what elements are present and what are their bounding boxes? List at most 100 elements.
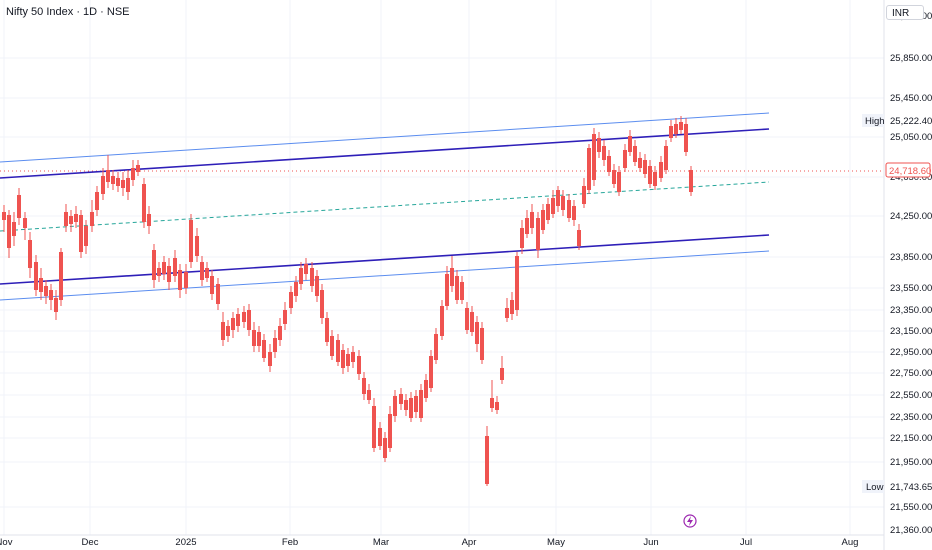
candle-body bbox=[152, 250, 156, 280]
x-tick-label: Jul bbox=[740, 537, 752, 548]
x-tick-label: 2025 bbox=[175, 537, 196, 548]
candle-body bbox=[69, 216, 73, 224]
candle-body bbox=[273, 338, 277, 352]
candle-body bbox=[505, 308, 509, 318]
candle-body bbox=[404, 400, 408, 410]
candle-body bbox=[659, 162, 663, 178]
candle-body bbox=[450, 268, 454, 286]
candle-body bbox=[247, 310, 251, 330]
candle-body bbox=[434, 334, 438, 360]
candle-body bbox=[12, 222, 16, 236]
y-tick-label: 22,150.00 bbox=[890, 433, 932, 444]
currency-selector[interactable]: INR bbox=[886, 5, 924, 20]
candle-body bbox=[216, 284, 220, 304]
candle-body bbox=[567, 200, 571, 218]
candle-body bbox=[126, 178, 130, 192]
candle-body bbox=[597, 138, 601, 152]
candle-body bbox=[101, 176, 105, 194]
candle-body bbox=[628, 136, 632, 152]
candle-body bbox=[121, 180, 125, 188]
candle-body bbox=[39, 278, 43, 292]
candle-body bbox=[162, 262, 166, 274]
y-tick-label: 25,850.00 bbox=[890, 53, 932, 64]
x-tick-label: Mar bbox=[373, 537, 389, 548]
candle-body bbox=[612, 170, 616, 184]
y-tick-label: 22,350.00 bbox=[890, 412, 932, 423]
candle-body bbox=[393, 396, 397, 416]
candle-body bbox=[664, 146, 668, 170]
candle-body bbox=[142, 184, 146, 222]
candle-body bbox=[638, 158, 642, 168]
y-tick-label: 23,150.00 bbox=[890, 326, 932, 337]
candle-body bbox=[106, 170, 110, 182]
candle-body bbox=[59, 252, 63, 300]
candle-body bbox=[341, 350, 345, 368]
candle-body bbox=[320, 290, 324, 318]
candle-body bbox=[510, 300, 514, 314]
candle-body bbox=[95, 192, 99, 210]
candle-body bbox=[189, 220, 193, 262]
candle-body bbox=[242, 312, 246, 322]
channel-midline bbox=[0, 181, 770, 232]
channel-lower-outer-line bbox=[0, 250, 770, 301]
y-tick-label: 22,950.00 bbox=[890, 347, 932, 358]
y-tick-label: 23,850.00 bbox=[890, 252, 932, 263]
candle-body bbox=[372, 406, 376, 448]
candle-body bbox=[480, 328, 484, 360]
x-tick-label: Dec bbox=[82, 537, 99, 548]
y-tick-label: 24,250.00 bbox=[890, 211, 932, 222]
candle-body bbox=[116, 178, 120, 186]
y-tick-label: 22,550.00 bbox=[890, 390, 932, 401]
candle-body bbox=[90, 212, 94, 226]
candle-body bbox=[495, 402, 499, 410]
candle-body bbox=[257, 332, 261, 346]
candle-body bbox=[252, 330, 256, 346]
candle-body bbox=[633, 146, 637, 162]
candle-body bbox=[429, 356, 433, 388]
candle-body bbox=[178, 270, 182, 290]
candle-body bbox=[440, 306, 444, 336]
candle-body bbox=[684, 124, 688, 152]
x-tick-label: Aug bbox=[842, 537, 859, 548]
candle-body bbox=[278, 326, 282, 340]
candle-body bbox=[167, 266, 171, 282]
candle-body bbox=[399, 394, 403, 404]
candle-body bbox=[530, 212, 534, 228]
candle-body bbox=[485, 436, 489, 484]
candle-body bbox=[592, 134, 596, 180]
candle-body bbox=[44, 286, 48, 296]
candle-body bbox=[262, 340, 266, 358]
candle-body bbox=[351, 352, 355, 362]
candle-body bbox=[525, 218, 529, 234]
symbol-title[interactable]: Nifty 50 Index · 1D · NSE bbox=[6, 6, 130, 18]
candle-body bbox=[84, 226, 88, 246]
candle-body bbox=[520, 228, 524, 248]
candle-body bbox=[231, 318, 235, 330]
candle-body bbox=[136, 165, 140, 172]
y-tick-label: 25,050.00 bbox=[890, 132, 932, 143]
candle-body bbox=[294, 282, 298, 296]
candle-body bbox=[299, 268, 303, 284]
low-label-bg bbox=[862, 480, 884, 493]
candle-body bbox=[500, 368, 504, 380]
candle-body bbox=[460, 282, 464, 300]
candle-body bbox=[304, 264, 308, 274]
candle-body bbox=[679, 122, 683, 130]
y-tick-label: 21,950.00 bbox=[890, 457, 932, 468]
candle-body bbox=[195, 236, 199, 256]
candle-body bbox=[607, 156, 611, 172]
candle-body bbox=[689, 170, 693, 192]
candle-body bbox=[378, 428, 382, 446]
candle-body bbox=[205, 268, 209, 278]
candle-body bbox=[173, 258, 177, 276]
y-tick-label: 23,550.00 bbox=[890, 283, 932, 294]
candle-body bbox=[367, 390, 371, 400]
candle-body bbox=[556, 190, 560, 206]
candle-body bbox=[28, 240, 32, 268]
candle-body bbox=[414, 396, 418, 412]
candle-body bbox=[74, 214, 78, 222]
high-label-bg bbox=[862, 114, 884, 127]
candle-body bbox=[515, 256, 519, 310]
candle-body bbox=[54, 298, 58, 312]
